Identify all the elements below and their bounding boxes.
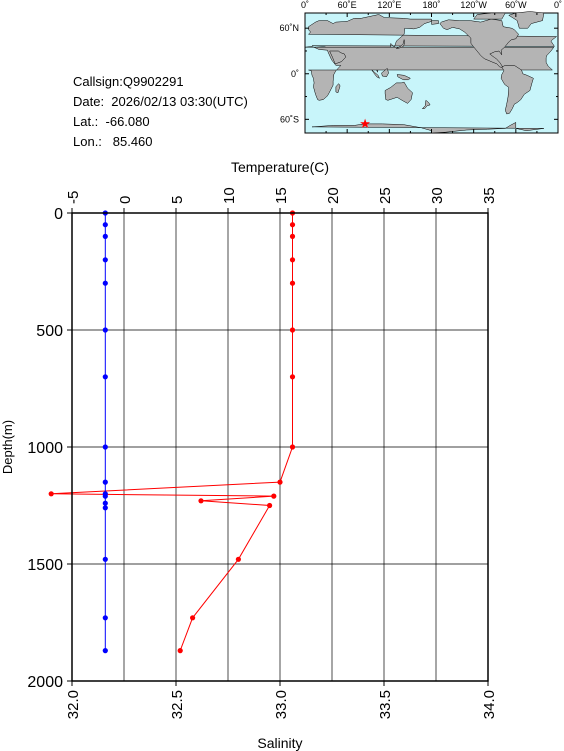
temperature-point	[102, 233, 108, 239]
temperature-tick-label: -5	[65, 191, 82, 204]
temperature-tick-label: 10	[221, 187, 238, 204]
salinity-tick-label: 33.5	[377, 690, 394, 719]
salinity-point	[289, 233, 296, 239]
salinity-tick-label: 32.0	[65, 690, 82, 719]
temperature-point	[102, 222, 108, 228]
salinity-point	[289, 327, 296, 333]
map-latitude-label: 60˚N	[279, 23, 299, 33]
land-canadian-islands	[473, 12, 506, 20]
depth-axis-title: Depth(m)	[0, 420, 15, 474]
temperature-tick-label: 35	[481, 187, 498, 204]
salinity-point	[267, 502, 273, 509]
temperature-tick-label: 5	[169, 196, 186, 204]
salinity-point	[289, 280, 296, 286]
location-map: 0˚ 60˚E 120˚E 180˚ 120˚W 60˚W 0˚ 60˚N 0˚ 60˚S ★	[279, 0, 562, 134]
temperature-point	[102, 327, 108, 333]
salinity-axis-title: Salinity	[257, 735, 302, 751]
map-longitude-label: 60˚E	[338, 0, 357, 10]
depth-tick-label: 1500	[27, 557, 63, 574]
temperature-tick-label: 15	[273, 187, 290, 204]
land-chukotka	[431, 20, 439, 25]
map-land	[304, 11, 558, 134]
temperature-tick-label: 25	[377, 187, 394, 204]
temperature-point	[102, 479, 108, 485]
land-sumatra	[371, 69, 381, 79]
map-longitude-label: 120˚W	[460, 0, 487, 10]
land-south-america	[500, 65, 534, 115]
salinity-point	[271, 493, 277, 499]
land-arabia	[329, 50, 347, 65]
callsign-text: Callsign:Q9902291	[73, 74, 184, 89]
land-australia	[384, 81, 413, 104]
temperature-tick-label: 30	[429, 187, 446, 204]
land-new-guinea	[396, 74, 411, 81]
temperature-point	[102, 444, 108, 450]
lat-text: Lat.: -66.080	[73, 114, 150, 129]
temperature-point	[102, 280, 108, 286]
temperature-axis-title: Temperature(C)	[231, 159, 329, 175]
temperature-point	[102, 500, 108, 506]
map-frame	[304, 13, 559, 133]
map-longitude-labels: 0˚ 60˚E 120˚E 180˚ 120˚W 60˚W 0˚	[301, 0, 562, 10]
temperature-point	[102, 493, 108, 499]
temperature-point	[102, 648, 108, 654]
salinity-tick-label: 34.0	[481, 690, 498, 719]
lon-text: Lon.: 85.460	[73, 134, 153, 149]
map-latitude-labels: 60˚N 0˚ 60˚S	[279, 23, 299, 124]
land-new-zealand	[421, 99, 431, 109]
map-longitude-label: 180˚	[422, 0, 440, 10]
salinity-point	[289, 257, 296, 263]
depth-tick-label: 2000	[27, 674, 63, 691]
temperature-point	[102, 556, 108, 562]
map-latitude-label: 0˚	[291, 69, 299, 79]
plot-series	[48, 210, 296, 654]
salinity-tick-label: 33.0	[273, 690, 290, 719]
station-info: Callsign:Q9902291 Date: 2026/02/13 03:30…	[73, 72, 248, 152]
salinity-point	[190, 615, 196, 621]
date-text: Date: 2026/02/13 03:30(UTC)	[73, 94, 248, 109]
depth-tick-label: 1000	[27, 440, 63, 457]
land-north-america	[439, 18, 519, 69]
land-antarctica	[311, 121, 544, 134]
depth-tick-label: 500	[36, 323, 63, 340]
land-greenland	[508, 11, 545, 29]
temperature-point	[102, 615, 108, 621]
salinity-point	[198, 498, 204, 504]
salinity-point	[277, 479, 283, 485]
salinity-point	[177, 648, 183, 654]
temperature-tick-label: 20	[325, 187, 342, 204]
map-longitude-label: 60˚W	[505, 0, 527, 10]
temperature-point	[102, 257, 108, 263]
temperature-point	[102, 374, 108, 380]
salinity-point	[289, 374, 296, 380]
temperature-tick-label: 0	[117, 196, 134, 204]
salinity-profile-line	[51, 213, 293, 651]
station-marker-icon: ★	[359, 116, 371, 131]
land-borneo	[381, 67, 389, 78]
map-longitude-label: 0˚	[554, 0, 562, 10]
salinity-point	[289, 444, 296, 450]
land-madagascar	[335, 83, 341, 94]
salinity-tick-label: 32.5	[169, 690, 186, 719]
map-longitude-label: 120˚E	[377, 0, 401, 10]
depth-tick-label: 0	[54, 206, 63, 223]
salinity-point	[48, 491, 54, 497]
temperature-point	[102, 505, 108, 511]
salinity-point	[235, 556, 241, 562]
salinity-point	[289, 222, 296, 228]
map-longitude-label: 0˚	[301, 0, 309, 10]
map-latitude-label: 60˚S	[280, 114, 299, 124]
land-japan	[395, 39, 406, 50]
